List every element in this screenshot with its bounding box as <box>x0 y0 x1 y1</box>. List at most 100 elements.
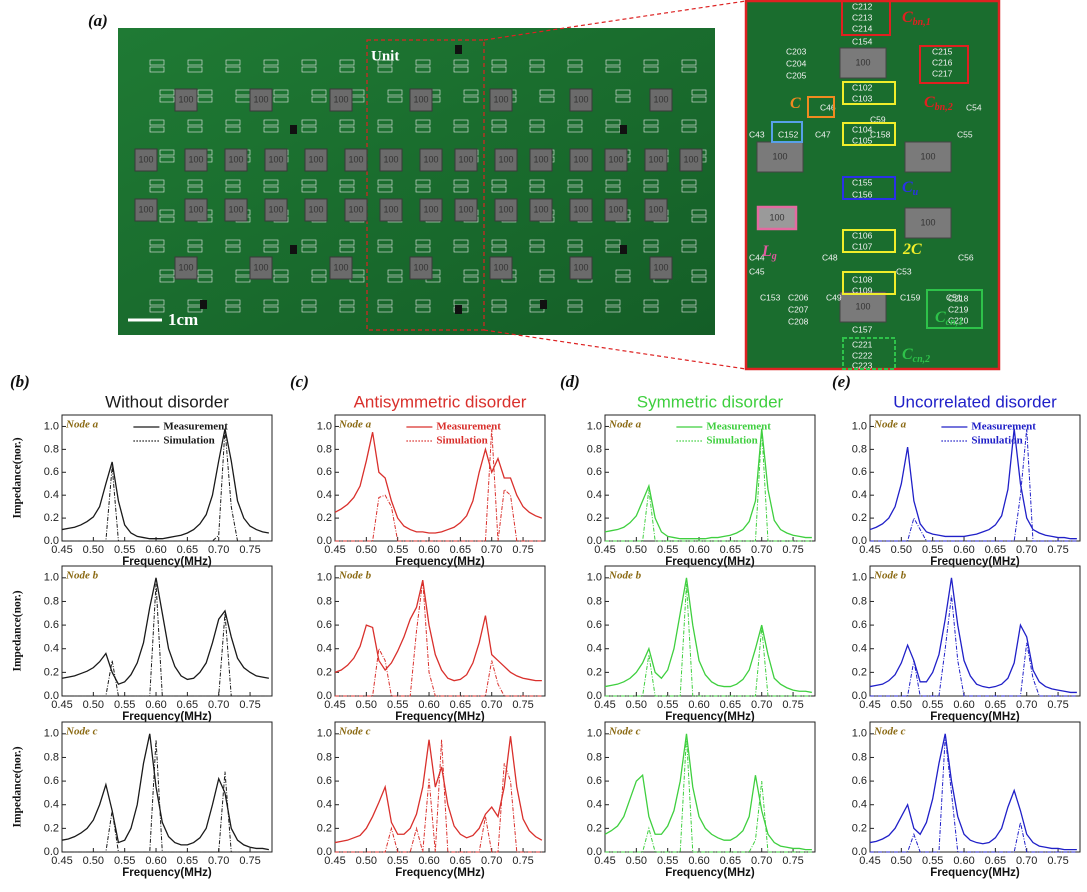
x-tick-label: 0.70 <box>481 699 502 711</box>
component-label: C218 <box>948 293 969 303</box>
x-tick-label: 0.75 <box>512 855 533 867</box>
y-tick-label: 0.8 <box>587 595 602 607</box>
component-label: C47 <box>815 129 831 139</box>
x-tick-label: 0.65 <box>177 699 198 711</box>
x-tick-label: 0.65 <box>177 855 198 867</box>
y-tick-label: 1.0 <box>44 572 59 584</box>
node-label: Node b <box>338 570 372 582</box>
component-label: C102 <box>852 82 873 92</box>
x-tick-label: 0.50 <box>356 855 377 867</box>
x-tick-label: 0.70 <box>751 699 772 711</box>
annotation-sub: u <box>913 187 919 198</box>
y-tick-label: 0.6 <box>852 775 867 787</box>
chart-title: Symmetric disorder <box>637 392 784 411</box>
component-label: C222 <box>852 350 873 360</box>
component-label: C103 <box>852 93 873 103</box>
component-label: C155 <box>852 177 873 187</box>
x-tick-label: 0.50 <box>891 544 912 556</box>
component-label: C108 <box>852 274 873 284</box>
component-label: C208 <box>788 316 809 326</box>
annotation-sub: cn,1 <box>946 317 964 328</box>
x-tick-label: 0.75 <box>1047 544 1068 556</box>
y-tick-label: 0.6 <box>44 619 59 631</box>
component-label: C56 <box>958 252 974 262</box>
x-axis-label: Frequency(MHz) <box>665 867 755 879</box>
charts: 0.00.20.40.60.81.00.450.500.550.600.650.… <box>12 392 1080 879</box>
inductor-label: 100 <box>138 154 153 164</box>
component-label: C54 <box>966 102 982 112</box>
inductor-label: 100 <box>383 154 398 164</box>
chart-title: Without disorder <box>105 392 229 411</box>
component-label: C206 <box>788 292 809 302</box>
x-axis-label: Frequency(MHz) <box>665 711 755 723</box>
node-label: Node a <box>338 419 372 431</box>
x-tick-label: 0.50 <box>83 699 104 711</box>
x-tick-label: 0.65 <box>177 544 198 556</box>
inductor-label: 100 <box>573 262 588 272</box>
y-tick-label: 1.0 <box>44 728 59 740</box>
x-tick-label: 0.70 <box>1016 699 1037 711</box>
inductor-label: 100 <box>573 154 588 164</box>
legend-label: Measurement <box>436 421 501 433</box>
x-tick-label: 0.75 <box>239 544 260 556</box>
x-tick-label: 0.65 <box>450 544 471 556</box>
x-tick-label: 0.55 <box>114 855 135 867</box>
component-label: C156 <box>852 189 873 199</box>
y-tick-label: 0.2 <box>587 666 602 678</box>
component-label: C43 <box>749 129 765 139</box>
y-tick-label: 0.8 <box>852 443 867 455</box>
y-tick-label: 0.6 <box>852 619 867 631</box>
node-label: Node a <box>873 419 907 431</box>
inductor-label: 100 <box>348 204 363 214</box>
y-tick-label: 0.6 <box>317 775 332 787</box>
x-axis-label: Frequency(MHz) <box>930 867 1020 879</box>
x-tick-label: 0.45 <box>594 855 615 867</box>
component-label: C48 <box>822 252 838 262</box>
y-tick-label: 1.0 <box>317 728 332 740</box>
inductor-label: 100 <box>458 154 473 164</box>
node-label: Node a <box>65 419 99 431</box>
component-label: C107 <box>852 241 873 251</box>
y-tick-label: 0.4 <box>44 489 59 501</box>
legend-label: Simulation <box>436 435 487 447</box>
component-label: C205 <box>786 70 807 80</box>
series-line <box>62 578 269 684</box>
transistor <box>455 305 462 314</box>
legend-label: Simulation <box>706 435 757 447</box>
inductor-label: 100 <box>920 217 935 227</box>
transistor <box>540 300 547 309</box>
unit-label: Unit <box>371 48 399 64</box>
y-axis-label: Impedance(nor.) <box>12 746 24 827</box>
series-line <box>335 580 542 680</box>
x-tick-label: 0.55 <box>922 544 943 556</box>
inductor-label: 100 <box>653 262 668 272</box>
y-tick-label: 0.8 <box>852 751 867 763</box>
y-tick-label: 0.4 <box>44 643 59 655</box>
y-tick-label: 1.0 <box>44 420 59 432</box>
x-tick-label: 0.65 <box>720 855 741 867</box>
inductor-label: 100 <box>268 204 283 214</box>
x-tick-label: 0.50 <box>891 855 912 867</box>
component-label: C154 <box>852 36 873 46</box>
plot-frame <box>335 566 545 696</box>
y-tick-label: 0.8 <box>587 751 602 763</box>
y-tick-label: 0.8 <box>587 443 602 455</box>
x-tick-label: 0.55 <box>114 544 135 556</box>
x-tick-label: 0.65 <box>720 544 741 556</box>
x-tick-label: 0.75 <box>512 544 533 556</box>
zoom-line <box>484 330 746 369</box>
x-tick-label: 0.70 <box>208 544 229 556</box>
y-tick-label: 1.0 <box>852 420 867 432</box>
legend-label: Simulation <box>971 435 1022 447</box>
x-tick-label: 0.50 <box>83 544 104 556</box>
annotation-main: L <box>761 243 772 260</box>
inductor-label: 100 <box>268 154 283 164</box>
y-tick-label: 0.4 <box>852 799 867 811</box>
component-label: C212 <box>852 1 873 11</box>
y-tick-label: 0.6 <box>44 775 59 787</box>
inductor-label: 100 <box>228 154 243 164</box>
pcb-board <box>118 28 715 335</box>
y-tick-label: 1.0 <box>587 420 602 432</box>
inductor-label: 100 <box>178 94 193 104</box>
x-tick-label: 0.65 <box>720 699 741 711</box>
